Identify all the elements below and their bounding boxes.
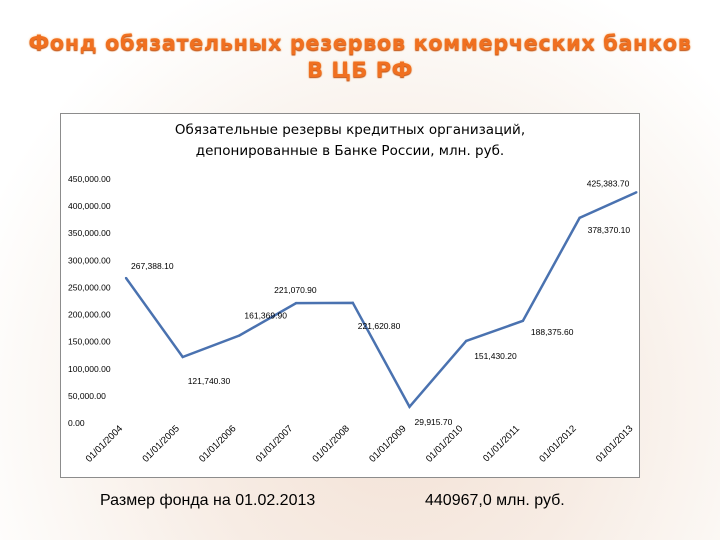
- y-tick-label: 200,000.00: [68, 310, 111, 320]
- data-point: [408, 405, 411, 408]
- data-point: [465, 339, 468, 343]
- chart-frame: Обязательные резервы кредитных организац…: [60, 113, 640, 478]
- slide-title: Фонд обязательных резервов коммерческих …: [0, 30, 720, 84]
- data-label: 29,915.70: [415, 417, 453, 427]
- chart-title-line2: депонированные в Банке России, млн. руб.: [195, 143, 505, 159]
- data-point: [521, 319, 525, 323]
- data-point: [294, 301, 298, 305]
- x-tick-label: 01/01/2004: [84, 423, 125, 464]
- data-point: [578, 216, 581, 220]
- y-tick-label: 250,000.00: [68, 282, 111, 292]
- y-tick-label: 0.00: [68, 418, 85, 428]
- data-point: [238, 334, 241, 337]
- data-point: [124, 276, 128, 280]
- x-tick-label: 01/01/2012: [537, 423, 578, 464]
- x-tick-label: 01/01/2006: [197, 423, 238, 464]
- y-tick-label: 100,000.00: [68, 364, 111, 374]
- x-tick-label: 01/01/2007: [254, 423, 295, 464]
- data-point: [181, 355, 184, 359]
- slide-title-line2: В ЦБ РФ: [307, 58, 413, 82]
- data-label: 161,369.90: [244, 311, 287, 321]
- data-label: 267,388.10: [131, 261, 174, 271]
- x-tick-label: 01/01/2005: [140, 423, 181, 464]
- footer-fund-size-label: Размер фонда на 01.02.2013: [100, 492, 316, 509]
- y-tick-label: 450,000.00: [68, 174, 111, 184]
- x-tick-label: 01/01/2013: [594, 423, 635, 464]
- data-point: [635, 191, 638, 194]
- y-tick-label: 350,000.00: [68, 228, 111, 238]
- y-tick-label: 300,000.00: [68, 255, 111, 265]
- series-line: [124, 191, 637, 409]
- y-tick-label: 400,000.00: [68, 201, 111, 211]
- y-tick-label: 50,000.00: [68, 391, 106, 401]
- line-chart: 0.00 50,000.00 100,000.00 150,000.00 200,000…: [68, 174, 638, 465]
- x-tick-label: 01/01/2011: [481, 423, 522, 464]
- x-tick-label: 01/01/2009: [367, 423, 408, 464]
- data-label: 188,375.60: [531, 327, 574, 337]
- y-tick-label: 150,000.00: [68, 337, 111, 347]
- data-label: 151,430.20: [474, 351, 517, 361]
- slide-title-line1: Фонд обязательных резервов коммерческих …: [28, 31, 692, 55]
- data-label: 425,383.70: [587, 178, 630, 188]
- chart-title: Обязательные резервы кредитных организац…: [61, 120, 639, 162]
- data-label: 221,070.90: [274, 285, 317, 295]
- chart-title-line1: Обязательные резервы кредитных организац…: [174, 122, 526, 138]
- x-tick-label: 01/01/2010: [424, 423, 465, 464]
- data-label: 378,370.10: [588, 225, 631, 235]
- data-label: 221,620.80: [358, 321, 401, 331]
- data-label: 121,740.30: [188, 376, 231, 386]
- footer-fund-size-value: 440967,0 млн. руб.: [425, 492, 565, 509]
- x-tick-label: 01/01/2008: [311, 423, 352, 464]
- data-point: [351, 301, 354, 305]
